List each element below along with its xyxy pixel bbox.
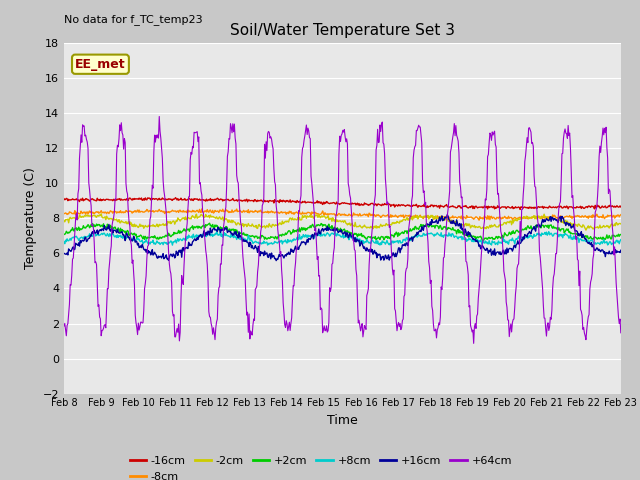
Text: EE_met: EE_met [75, 58, 126, 71]
X-axis label: Time: Time [327, 414, 358, 427]
Y-axis label: Temperature (C): Temperature (C) [24, 168, 37, 269]
Text: No data for f_TC_temp23: No data for f_TC_temp23 [64, 14, 203, 25]
Title: Soil/Water Temperature Set 3: Soil/Water Temperature Set 3 [230, 23, 455, 38]
Legend: -16cm, -8cm, -2cm, +2cm, +8cm, +16cm, +64cm: -16cm, -8cm, -2cm, +2cm, +8cm, +16cm, +6… [125, 452, 516, 480]
